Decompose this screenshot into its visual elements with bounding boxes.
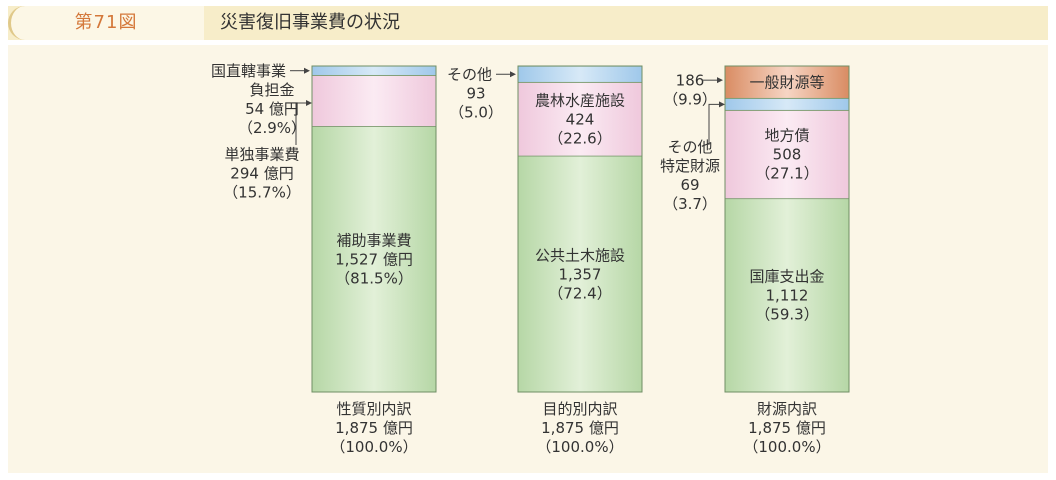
segment-label-source-1: 508 bbox=[773, 146, 802, 164]
seg-purpose-2-arrowhead bbox=[510, 71, 516, 78]
column-caption-nature: （100.0%） bbox=[330, 438, 417, 456]
bar-segment-purpose-1 bbox=[517, 81, 643, 157]
column-caption-source: 1,875 億円 bbox=[748, 419, 826, 437]
segment-label-purpose-2: 93 bbox=[466, 85, 485, 103]
segment-label-nature-1: 294 億円 bbox=[230, 164, 293, 182]
column-caption-purpose: 目的別内訳 bbox=[542, 400, 617, 418]
seg-nature-1-leader bbox=[295, 102, 306, 145]
segment-label-nature-1: （15.7%） bbox=[223, 183, 301, 201]
bar-segment-purpose-2 bbox=[517, 65, 643, 83]
segment-label-purpose-0: 公共土木施設 bbox=[535, 246, 625, 264]
segment-label-source-1: 地方債 bbox=[764, 127, 809, 145]
bar-segment-nature-1 bbox=[311, 74, 437, 127]
bar-segment-source-0 bbox=[724, 198, 850, 393]
segment-label-nature-2: 54 億円 bbox=[245, 100, 299, 118]
bar-segment-nature-2 bbox=[311, 65, 437, 76]
segment-label-nature-2: （2.9%） bbox=[238, 119, 306, 137]
bar-segment-source-1 bbox=[724, 109, 850, 200]
column-caption-source: 財源内訳 bbox=[757, 400, 817, 418]
seg-nature-2-arrowhead bbox=[304, 67, 310, 74]
segment-label-purpose-2: その他 bbox=[447, 66, 492, 84]
segment-label-purpose-1: 424 bbox=[566, 110, 595, 128]
column-caption-purpose: （100.0%） bbox=[536, 438, 623, 456]
segment-label-source-0: （59.3） bbox=[755, 306, 818, 324]
segment-label-purpose-2: （5.0） bbox=[449, 104, 503, 122]
seg-nature-1-arrowhead bbox=[306, 100, 312, 106]
segment-label-source-0: 国庫支出金 bbox=[749, 268, 824, 286]
segment-label-source-1: （27.1） bbox=[755, 165, 818, 183]
segment-label-source-2: 69 bbox=[680, 176, 699, 194]
segment-label-nature-0: （81.5%） bbox=[335, 270, 413, 288]
segment-label-source-2: （3.7） bbox=[663, 195, 717, 213]
bar-outline-purpose bbox=[517, 65, 643, 393]
bar-outline-nature bbox=[311, 65, 437, 393]
bar-outline-source bbox=[724, 65, 850, 393]
segment-label-nature-2: 国直轄事業 bbox=[211, 62, 286, 80]
segment-label-purpose-1: （22.6） bbox=[548, 129, 611, 147]
segment-label-nature-1: 単独事業費 bbox=[224, 145, 299, 163]
seg-out-source-3-arrowhead bbox=[717, 77, 723, 84]
segment-outside-label-source-3: 186 bbox=[676, 71, 705, 89]
column-caption-nature: 性質別内訳 bbox=[336, 400, 411, 418]
seg-source-2-arrowhead bbox=[719, 101, 725, 108]
figure-number: 第71図 bbox=[74, 12, 138, 33]
segment-label-nature-2: 負担金 bbox=[249, 81, 294, 99]
segment-label-purpose-1: 農林水産施設 bbox=[535, 91, 625, 109]
bar-segment-nature-0 bbox=[311, 126, 437, 393]
column-caption-nature: 1,875 億円 bbox=[335, 419, 413, 437]
segment-outside-label-source-3: （9.9） bbox=[663, 90, 717, 108]
column-caption-source: （100.0%） bbox=[743, 438, 830, 456]
figure-number-tab bbox=[8, 6, 204, 40]
segment-label-source-3: 一般財源等 bbox=[749, 73, 824, 91]
segment-label-source-2: その他 bbox=[667, 138, 712, 156]
column-caption-purpose: 1,875 億円 bbox=[541, 419, 619, 437]
segment-label-purpose-0: 1,357 bbox=[559, 265, 602, 283]
bar-segment-source-2 bbox=[724, 97, 850, 111]
seg-source-2-leader bbox=[708, 103, 719, 145]
segment-label-source-0: 1,112 bbox=[766, 287, 809, 305]
figure-title: 災害復旧事業費の状況 bbox=[220, 12, 400, 33]
segment-label-nature-0: 1,527 億円 bbox=[335, 251, 413, 269]
segment-label-purpose-0: （72.4） bbox=[548, 284, 611, 302]
segment-label-source-2: 特定財源 bbox=[660, 157, 720, 175]
segment-label-nature-0: 補助事業費 bbox=[336, 232, 411, 250]
